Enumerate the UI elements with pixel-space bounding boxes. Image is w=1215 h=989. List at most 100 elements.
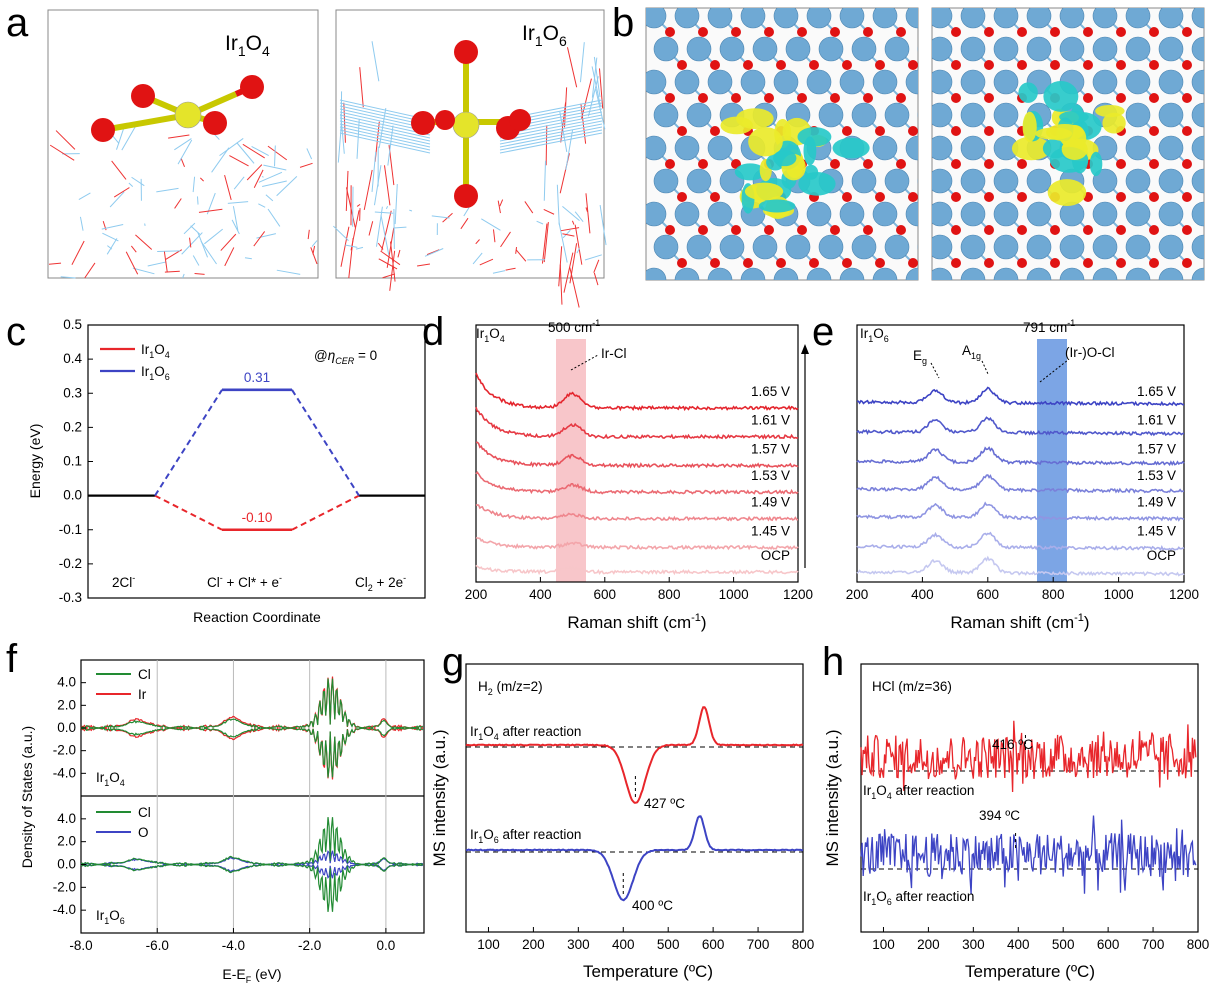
lattice-bond: [417, 263, 431, 267]
isosurface-lobe: [1089, 151, 1103, 177]
lattice-bond: [384, 165, 391, 206]
raman-trace: [856, 446, 1185, 467]
x-tick-label: 100: [872, 937, 895, 952]
ir-atom: [1158, 201, 1184, 227]
o-atom: [1017, 60, 1027, 70]
o-atom: [896, 291, 906, 301]
x-tick-label: 800: [658, 587, 681, 602]
isosurface-lobe: [832, 137, 870, 159]
ir-atom: [773, 8, 799, 29]
o-atom: [731, 225, 741, 235]
panel-e-sample: Ir1O6: [860, 326, 889, 344]
ir-atom: [993, 8, 1019, 29]
panel-d-band-label: 500 cm-1: [548, 318, 600, 335]
ir-atom: [1158, 267, 1184, 280]
o-atom: [665, 93, 675, 103]
panel-a-right-title: Ir1O6: [522, 22, 567, 49]
ir-atom: [1158, 8, 1184, 29]
o-atom: [830, 27, 840, 37]
ir-atom: [1125, 102, 1151, 128]
o-atom: [1116, 291, 1126, 301]
o-atom: [1050, 291, 1060, 301]
lattice-bond: [541, 223, 548, 264]
o-atom: [454, 184, 478, 208]
ir-atom: [932, 201, 953, 227]
lattice-bond: [472, 252, 483, 265]
ir-atom: [960, 135, 986, 161]
ir-atom: [785, 234, 811, 260]
bond: [1006, 279, 1008, 280]
lattice-bond: [499, 132, 603, 154]
x-tick-label: 800: [1187, 937, 1210, 952]
bond: [1204, 280, 1215, 296]
o-atom: [984, 225, 994, 235]
ir-atom: [1125, 267, 1151, 280]
ir-atom: [993, 234, 1019, 260]
o-atom: [863, 27, 873, 37]
lattice-bond: [497, 200, 501, 214]
raman-trace: [475, 406, 799, 440]
isosurface-lobe: [744, 182, 784, 201]
o-atom: [1149, 126, 1159, 136]
o-atom: [875, 192, 885, 202]
panel-label-a: a: [6, 1, 29, 45]
x-tick-label: 200: [846, 587, 869, 602]
o-atom: [875, 258, 885, 268]
panel-d-frame: [475, 324, 799, 583]
y-tick-label: -0.1: [59, 522, 82, 537]
lattice-bond: [593, 272, 599, 286]
ir-atom: [818, 234, 844, 260]
panel-f-top-sample: Ir1O4: [96, 770, 125, 788]
lattice-bond: [345, 187, 356, 228]
ir-atom: [653, 36, 679, 62]
o-atom: [984, 192, 994, 202]
raman-trace: [856, 555, 1185, 577]
ir-atom: [884, 168, 910, 194]
lattice-bond: [84, 262, 96, 279]
o-atom: [1149, 291, 1159, 301]
x-tick-label: 600: [594, 587, 617, 602]
x-tick-label: 800: [1042, 587, 1065, 602]
panel-g-min1-label: 427 ºC: [644, 796, 685, 811]
o-atom: [951, 126, 961, 136]
lattice-bond: [236, 142, 255, 164]
panel-g-traces: [465, 706, 804, 902]
ir-atom: [884, 102, 910, 128]
lattice-bond: [565, 129, 574, 170]
raman-trace: [856, 531, 1185, 552]
x-tick-label: 400: [911, 587, 934, 602]
ir-atom: [646, 8, 667, 29]
ir-atom: [1026, 168, 1052, 194]
bond: [1203, 16, 1204, 18]
ms-trace: [860, 815, 1197, 895]
category-label-2: Cl- + Cl* + e-: [207, 573, 282, 590]
ir-atom: [686, 234, 712, 260]
y-tick-label: 0.2: [63, 419, 82, 434]
ir-atom: [1191, 8, 1204, 29]
o-atom: [863, 225, 873, 235]
lattice-bond: [310, 247, 318, 265]
ir-atom: [1158, 234, 1184, 260]
lattice-bond: [536, 220, 544, 225]
x-tick-label: 1000: [719, 587, 749, 602]
o-atom: [984, 60, 994, 70]
raman-trace: [856, 386, 1184, 407]
x-tick-label: 400: [612, 937, 635, 952]
panel-f-ylabel: Density of States (a.u.): [19, 726, 35, 868]
o-atom: [665, 27, 675, 37]
o-atom: [1017, 291, 1027, 301]
lattice-bond: [144, 223, 146, 227]
ir-atom: [707, 201, 733, 227]
x-tick-label: 200: [522, 937, 545, 952]
ir-atom: [905, 135, 918, 161]
o-atom: [1017, 225, 1027, 235]
o-atom: [984, 291, 994, 301]
panel-h-xlabel: Temperature (ºC): [965, 962, 1095, 981]
ir-atom: [752, 36, 778, 62]
lattice-bond: [385, 205, 389, 210]
panel-label-b: b: [612, 1, 634, 45]
ir-atom: [1191, 102, 1204, 128]
o-atom: [951, 258, 961, 268]
isosurface-lobe: [1011, 136, 1051, 161]
